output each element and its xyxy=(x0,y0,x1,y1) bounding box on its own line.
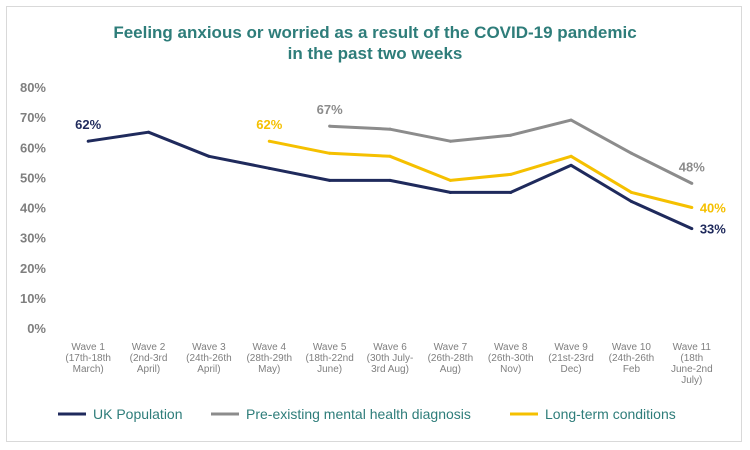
y-tick-label: 80% xyxy=(20,80,46,95)
chart-title-line-2: in the past two weeks xyxy=(287,44,463,63)
data-point-uk-population xyxy=(629,199,633,203)
data-point-uk-population xyxy=(328,178,332,182)
data-labels: 62% 33% 67% 48% 62% 40% xyxy=(75,102,726,236)
data-point-uk-population xyxy=(86,139,90,143)
legend: UK Population Pre-existing mental health … xyxy=(58,406,676,422)
y-tick-label: 60% xyxy=(20,140,46,155)
x-tick-label: Wave 10 (24th-26th Feb xyxy=(609,342,655,375)
y-tick-label: 70% xyxy=(20,110,46,125)
data-label: 62% xyxy=(75,117,101,132)
x-tick-label: Wave 5 (18th-22nd June) xyxy=(305,342,353,375)
y-tick-label: 0% xyxy=(27,321,46,336)
data-point-pre-existing-mental-health-diagnosis xyxy=(328,124,332,128)
series-line-long-term-conditions xyxy=(269,139,693,209)
chart-title-line-1: Feeling anxious or worried as a result o… xyxy=(113,23,637,42)
data-point-long-term-conditions xyxy=(509,172,513,176)
data-point-long-term-conditions xyxy=(629,190,633,194)
y-tick-label: 10% xyxy=(20,291,46,306)
data-point-long-term-conditions xyxy=(388,154,392,158)
chart-title: Feeling anxious or worried as a result o… xyxy=(0,22,750,64)
data-label: 48% xyxy=(679,159,705,174)
data-point-pre-existing-mental-health-diagnosis xyxy=(690,181,694,185)
chart-frame xyxy=(6,6,742,442)
data-point-uk-population xyxy=(569,163,573,167)
data-point-pre-existing-mental-health-diagnosis xyxy=(509,133,513,137)
data-point-uk-population xyxy=(207,154,211,158)
data-point-uk-population xyxy=(509,190,513,194)
data-point-long-term-conditions xyxy=(448,178,452,182)
x-tick-label: Wave 6 (30th July-3rd Aug) xyxy=(367,342,414,375)
legend-label: UK Population xyxy=(93,406,183,422)
data-point-pre-existing-mental-health-diagnosis xyxy=(388,127,392,131)
y-tick-label: 30% xyxy=(20,231,46,246)
data-label: 67% xyxy=(317,102,343,117)
data-point-pre-existing-mental-health-diagnosis xyxy=(569,118,573,122)
x-tick-label: Wave 2 (2nd-3rd April) xyxy=(130,342,168,375)
data-point-uk-population xyxy=(388,178,392,182)
data-point-long-term-conditions xyxy=(328,151,332,155)
data-point-pre-existing-mental-health-diagnosis xyxy=(629,151,633,155)
y-axis: 0% 10% 20% 30% 40% 50% 60% 70% 80% xyxy=(20,80,46,336)
y-tick-label: 40% xyxy=(20,201,46,216)
x-tick-label: Wave 1 (17th-18th March) xyxy=(65,342,111,375)
x-tick-label: Wave 8 (26th-30th Nov) xyxy=(488,342,534,375)
data-label: 40% xyxy=(700,201,726,216)
data-point-pre-existing-mental-health-diagnosis xyxy=(448,139,452,143)
legend-label: Long-term conditions xyxy=(545,406,676,422)
x-tick-label: Wave 7 (26th-28th Aug) xyxy=(428,342,474,375)
y-tick-label: 50% xyxy=(20,170,46,185)
data-point-uk-population xyxy=(690,227,694,231)
series-lines xyxy=(86,118,694,231)
x-tick-label: Wave 3 (24th-26th April) xyxy=(186,342,232,375)
x-tick-label: Wave 11 (18th June-2nd July) xyxy=(671,342,713,386)
data-point-long-term-conditions xyxy=(690,206,694,209)
y-tick-label: 20% xyxy=(20,261,46,276)
data-point-long-term-conditions xyxy=(569,154,573,158)
x-tick-label: Wave 4 (28th-29th May) xyxy=(246,342,292,375)
data-point-uk-population xyxy=(267,166,271,170)
x-tick-label: Wave 9 (21st-23rd Dec) xyxy=(548,342,594,375)
x-axis: Wave 1 (17th-18th March) Wave 2 (2nd-3rd Apri… xyxy=(65,342,712,386)
data-label: 33% xyxy=(700,222,726,237)
data-label: 62% xyxy=(256,117,282,132)
data-point-uk-population xyxy=(448,190,452,194)
legend-label: Pre-existing mental health diagnosis xyxy=(246,406,471,422)
data-point-long-term-conditions xyxy=(267,139,271,143)
data-point-uk-population xyxy=(147,130,151,134)
